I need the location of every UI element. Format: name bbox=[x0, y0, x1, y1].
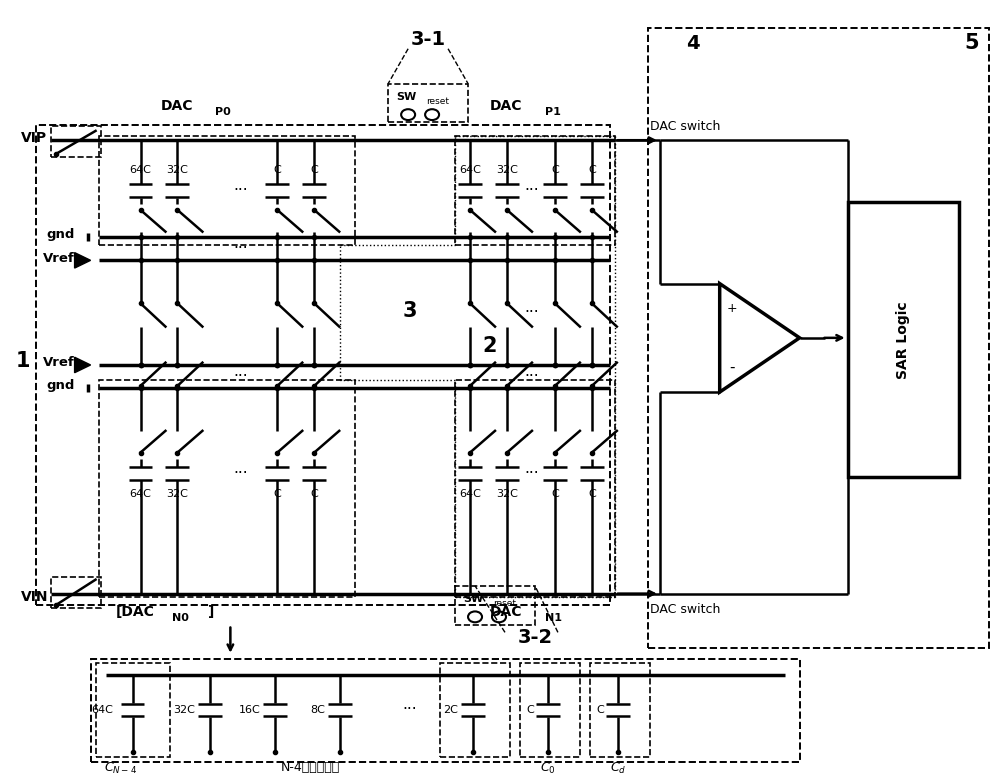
Text: 32C: 32C bbox=[496, 489, 518, 499]
Text: C: C bbox=[310, 489, 318, 499]
Text: 8C: 8C bbox=[310, 705, 325, 715]
Text: C: C bbox=[551, 165, 559, 175]
Text: 64C: 64C bbox=[92, 705, 114, 715]
Text: N0: N0 bbox=[172, 613, 189, 623]
Text: DAC switch: DAC switch bbox=[650, 120, 720, 133]
Text: 64C: 64C bbox=[130, 165, 151, 175]
Text: DAC switch: DAC switch bbox=[650, 603, 720, 615]
Text: C: C bbox=[551, 489, 559, 499]
Text: DAC: DAC bbox=[490, 605, 523, 619]
Text: ]: ] bbox=[208, 605, 215, 619]
Text: 5: 5 bbox=[964, 33, 979, 54]
Text: +: + bbox=[726, 302, 737, 315]
Text: 3: 3 bbox=[403, 301, 417, 321]
Text: ···: ··· bbox=[525, 305, 539, 321]
Text: $C_d$: $C_d$ bbox=[610, 760, 626, 776]
Text: 16C: 16C bbox=[239, 705, 260, 715]
Bar bbox=[848, 202, 959, 478]
Text: ···: ··· bbox=[233, 466, 248, 481]
Text: VIN: VIN bbox=[21, 591, 48, 605]
Text: ···: ··· bbox=[233, 369, 248, 384]
Text: ···: ··· bbox=[525, 369, 539, 384]
Text: $C_0$: $C_0$ bbox=[540, 760, 556, 776]
Text: N1: N1 bbox=[545, 613, 562, 623]
Text: 32C: 32C bbox=[174, 705, 195, 715]
Text: N-4个高位电容: N-4个高位电容 bbox=[281, 762, 340, 774]
Text: 1: 1 bbox=[15, 351, 30, 371]
Text: ···: ··· bbox=[233, 241, 248, 256]
Text: 64C: 64C bbox=[459, 489, 481, 499]
Text: 64C: 64C bbox=[459, 165, 481, 175]
Polygon shape bbox=[720, 284, 800, 392]
Text: [DAC: [DAC bbox=[116, 605, 154, 619]
Text: reset: reset bbox=[426, 97, 449, 106]
Text: Vref: Vref bbox=[43, 251, 74, 265]
Text: 32C: 32C bbox=[496, 165, 518, 175]
Text: reset: reset bbox=[493, 599, 516, 608]
Text: P0: P0 bbox=[215, 107, 231, 117]
Polygon shape bbox=[75, 253, 91, 268]
Text: C: C bbox=[588, 165, 596, 175]
Text: 32C: 32C bbox=[167, 165, 188, 175]
Text: C: C bbox=[596, 705, 604, 715]
Text: DAC: DAC bbox=[490, 99, 523, 113]
Text: 2C: 2C bbox=[443, 705, 458, 715]
Text: 4: 4 bbox=[686, 33, 700, 53]
Text: ···: ··· bbox=[525, 466, 539, 481]
Text: ···: ··· bbox=[403, 703, 417, 717]
Text: VIP: VIP bbox=[21, 131, 47, 145]
Text: 32C: 32C bbox=[167, 489, 188, 499]
Text: P1: P1 bbox=[545, 107, 561, 117]
Text: 3-2: 3-2 bbox=[517, 629, 553, 647]
Text: Vref: Vref bbox=[43, 356, 74, 369]
Text: $C_{N-4}$: $C_{N-4}$ bbox=[104, 760, 137, 776]
Text: ···: ··· bbox=[525, 183, 539, 198]
Text: ···: ··· bbox=[233, 183, 248, 198]
Text: C: C bbox=[526, 705, 534, 715]
Text: gnd: gnd bbox=[46, 380, 75, 392]
Text: -: - bbox=[729, 359, 734, 375]
Text: 3-1: 3-1 bbox=[411, 30, 446, 49]
Text: DAC: DAC bbox=[160, 99, 193, 113]
Text: gnd: gnd bbox=[46, 228, 75, 241]
Text: C: C bbox=[588, 489, 596, 499]
Text: 2: 2 bbox=[483, 335, 497, 356]
Text: C: C bbox=[273, 165, 281, 175]
Text: 64C: 64C bbox=[130, 489, 151, 499]
Text: SW: SW bbox=[396, 92, 416, 102]
Text: C: C bbox=[273, 489, 281, 499]
Polygon shape bbox=[75, 357, 91, 373]
Text: C: C bbox=[310, 165, 318, 175]
Text: SAR Logic: SAR Logic bbox=[896, 301, 910, 379]
Text: SW: SW bbox=[463, 594, 483, 604]
